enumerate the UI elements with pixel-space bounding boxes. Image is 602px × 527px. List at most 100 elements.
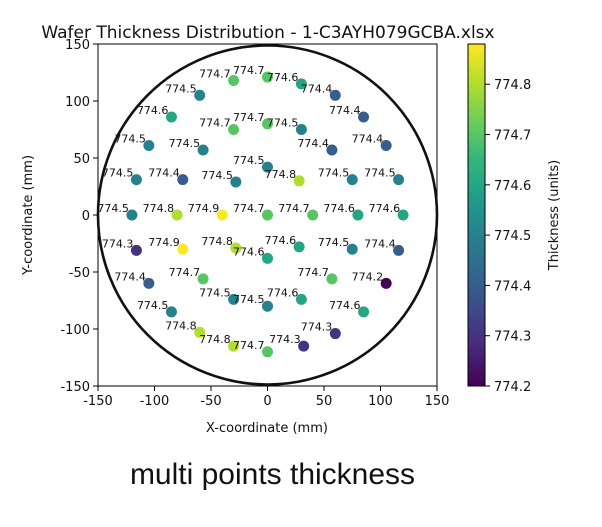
plot-area: -150 -100 -50 0 50 100 150 -150 -100 -50 0 50 100 15… (60, 38, 449, 409)
data-point (262, 71, 273, 83)
data-point (329, 328, 341, 340)
data-point (130, 244, 142, 256)
y-tick-label: 0 (82, 209, 90, 224)
data-label: 774.4 (364, 237, 396, 250)
data-point (165, 306, 177, 318)
data-point (197, 273, 209, 285)
data-point (295, 293, 307, 305)
data-point (177, 174, 189, 186)
data-points (126, 71, 409, 358)
data-label: 774.7 (233, 64, 265, 77)
data-label: 774.9 (148, 236, 180, 249)
x-tick-label: 150 (425, 394, 450, 409)
data-point (293, 175, 305, 187)
data-point (177, 243, 189, 255)
chart-title: Wafer Thickness Distribution - 1-C3AYH07… (41, 23, 494, 43)
wafer-thickness-figure: Wafer Thickness Distribution - 1-C3AYH07… (21, 23, 562, 436)
data-label: 774.7 (278, 202, 310, 215)
data-label: 774.4 (352, 132, 384, 145)
data-point (126, 209, 138, 221)
data-label: 774.8 (265, 168, 297, 181)
data-label: 774.8 (143, 202, 175, 215)
data-label: 774.6 (233, 245, 265, 258)
y-tick-label: -150 (60, 380, 90, 395)
x-tick-label: -50 (200, 394, 221, 409)
data-label: 774.6 (265, 234, 297, 247)
data-point (262, 252, 273, 264)
y-tick-label: 150 (65, 38, 90, 53)
data-point (358, 111, 370, 123)
colorbar-tick-label: 774.6 (494, 179, 531, 194)
data-point (228, 124, 240, 135)
data-label: 774.7 (199, 117, 231, 130)
x-tick-label: 50 (316, 394, 333, 409)
data-label: 774.5 (233, 154, 265, 167)
data-point (262, 346, 273, 358)
x-tick-label: -150 (83, 394, 113, 409)
y-tick-label: 50 (73, 152, 90, 167)
colorbar-tick-label: 774.4 (494, 279, 531, 294)
data-point (293, 241, 305, 253)
data-label: 774.6 (267, 286, 299, 299)
data-label: 774.6 (369, 202, 401, 215)
data-label: 774.5 (201, 169, 233, 182)
data-point (326, 273, 338, 285)
data-label: 774.5 (165, 82, 197, 95)
data-point (230, 242, 242, 254)
colorbar-gradient (467, 43, 486, 387)
data-label: 774.8 (199, 333, 231, 346)
data-point (143, 139, 155, 151)
data-point (194, 326, 206, 338)
data-label: 774.5 (233, 293, 265, 306)
data-label: 774.3 (301, 321, 333, 334)
data-label: 774.9 (188, 202, 220, 215)
data-point (130, 174, 142, 186)
data-point (393, 244, 405, 256)
data-point (262, 209, 273, 221)
data-label: 774.7 (199, 67, 231, 80)
data-point (346, 174, 358, 186)
data-point (329, 89, 341, 101)
colorbar-tick-label: 774.7 (494, 129, 531, 144)
data-point (171, 209, 183, 221)
y-axis-label: Y-coordinate (mm) (21, 155, 36, 276)
data-label: 774.7 (233, 111, 265, 124)
data-label: 774.5 (318, 167, 350, 180)
data-label: 774.5 (169, 137, 201, 150)
data-point (295, 124, 307, 135)
data-label: 774.2 (352, 270, 384, 283)
data-label: 774.8 (165, 319, 197, 332)
data-point (216, 209, 228, 221)
data-point (352, 209, 364, 221)
y-tick-label: 100 (65, 95, 90, 110)
data-label: 774.7 (297, 266, 329, 279)
data-point (262, 300, 273, 312)
x-axis-ticks: -150 -100 -50 0 50 100 150 (83, 386, 449, 409)
x-tick-label: 100 (368, 394, 393, 409)
data-point (228, 340, 240, 352)
data-point (326, 144, 338, 156)
data-label: 774.7 (169, 266, 201, 279)
data-point (380, 277, 392, 289)
data-point (262, 161, 273, 173)
colorbar-tick-label: 774.2 (494, 380, 531, 395)
data-point (143, 277, 155, 289)
data-label: 774.5 (364, 167, 396, 180)
data-point (295, 78, 307, 90)
data-label: 774.4 (297, 137, 329, 150)
data-label: 774.5 (97, 202, 129, 215)
data-point (298, 340, 310, 352)
data-label: 774.4 (148, 167, 180, 180)
data-point (197, 144, 209, 156)
figure-caption: multi points thickness (129, 458, 416, 491)
data-point (358, 306, 370, 318)
data-point (165, 111, 177, 123)
data-point (346, 243, 358, 255)
data-label: 774.6 (329, 299, 361, 312)
data-label: 774.4 (114, 270, 146, 283)
x-tick-label: 0 (263, 394, 271, 409)
data-label: 774.5 (267, 117, 299, 130)
data-point (228, 74, 240, 86)
data-label: 774.8 (201, 235, 233, 248)
